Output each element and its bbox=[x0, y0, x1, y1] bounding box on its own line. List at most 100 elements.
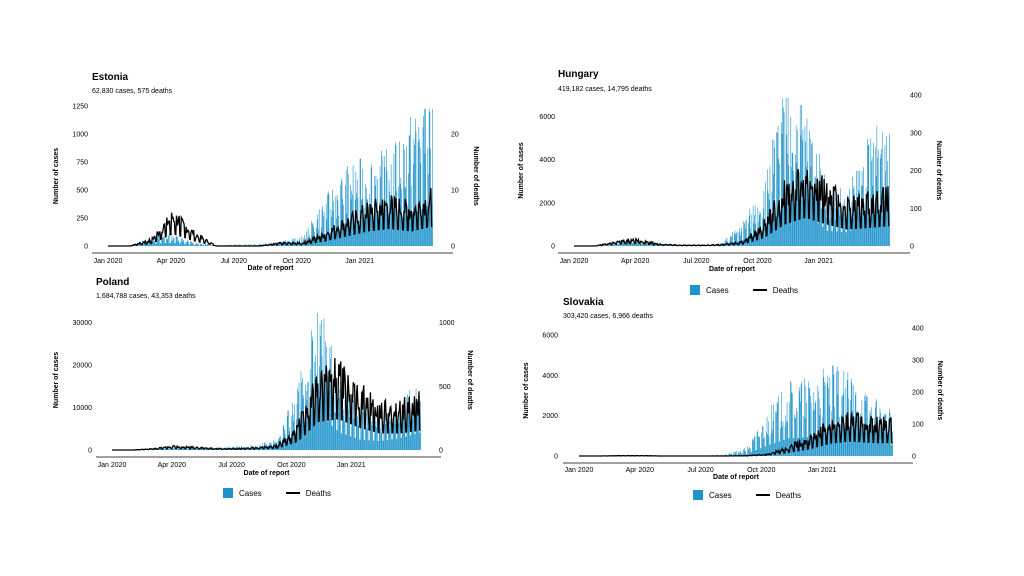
estonia-case-bar bbox=[246, 244, 247, 246]
poland-case-bar bbox=[386, 440, 388, 450]
slovakia-case-bar bbox=[800, 401, 801, 456]
hungary-case-bar bbox=[627, 243, 629, 246]
estonia-case-bar bbox=[142, 243, 144, 246]
slovakia-case-bar bbox=[756, 432, 758, 456]
poland-case-bar bbox=[165, 447, 166, 450]
estonia-case-bar bbox=[409, 135, 411, 246]
slovakia-case-bar bbox=[860, 425, 862, 456]
poland-case-bar bbox=[413, 415, 414, 450]
estonia-case-bar bbox=[336, 194, 338, 246]
poland-case-bar bbox=[354, 437, 356, 450]
hungary-case-bar bbox=[651, 243, 652, 246]
slovakia-case-bar bbox=[810, 396, 811, 456]
poland-case-bar bbox=[206, 448, 207, 450]
hungary-case-bar bbox=[810, 166, 812, 246]
hungary-case-bar bbox=[848, 196, 849, 246]
estonia-case-bar bbox=[413, 138, 415, 246]
legend-deaths-swatch bbox=[285, 492, 300, 494]
hungary-case-bar bbox=[812, 218, 814, 246]
slovakia-case-bar bbox=[879, 408, 881, 456]
poland-case-bar bbox=[323, 417, 324, 450]
hungary-case-bar bbox=[631, 240, 632, 246]
poland-case-bar bbox=[398, 423, 400, 450]
estonia-case-bar bbox=[152, 241, 153, 246]
slovakia-case-bar bbox=[726, 454, 728, 456]
slovakia-y-axis-label: Number of cases bbox=[523, 362, 530, 419]
slovakia-case-bar bbox=[886, 444, 888, 456]
poland-case-bar bbox=[353, 400, 354, 450]
estonia-case-bar bbox=[258, 244, 260, 246]
poland-case-bar bbox=[328, 402, 329, 450]
estonia-case-bar bbox=[368, 224, 369, 246]
slovakia-case-bar bbox=[752, 439, 753, 456]
poland-case-bar bbox=[242, 448, 244, 450]
estonia-case-bar bbox=[140, 244, 142, 246]
hungary-y-tick-label: 0 bbox=[551, 244, 555, 251]
slovakia-case-bar bbox=[876, 442, 878, 456]
poland-case-bar bbox=[419, 432, 421, 450]
hungary-case-bar bbox=[729, 236, 731, 246]
slovakia-case-bar bbox=[735, 452, 736, 456]
poland-case-bar bbox=[377, 440, 379, 450]
slovakia-case-bar bbox=[870, 414, 871, 456]
hungary-case-bar bbox=[822, 227, 824, 246]
legend-cases-label: Cases bbox=[706, 285, 729, 295]
hungary-case-bar bbox=[877, 149, 879, 246]
hungary-case-bar bbox=[634, 244, 636, 246]
slovakia-case-bar bbox=[745, 451, 746, 456]
hungary-case-bar bbox=[673, 245, 675, 246]
poland-case-bar bbox=[177, 448, 178, 450]
poland-case-bar bbox=[178, 448, 179, 450]
slovakia-case-bar bbox=[738, 451, 739, 456]
slovakia-case-bar bbox=[776, 403, 778, 456]
slovakia-case-bar bbox=[733, 452, 734, 456]
estonia-case-bar bbox=[179, 243, 181, 246]
poland-case-bar bbox=[382, 440, 383, 450]
hungary-case-bar bbox=[640, 240, 642, 246]
slovakia-case-bar bbox=[814, 402, 816, 456]
poland-case-bar bbox=[155, 449, 156, 450]
legend-slovakia: Cases Deaths bbox=[693, 490, 801, 500]
slovakia-y2-tick-label: 0 bbox=[912, 454, 916, 461]
hungary-case-bar bbox=[765, 228, 767, 246]
slovakia-x-tick-label: Apr 2020 bbox=[626, 467, 655, 474]
poland-case-bar bbox=[326, 346, 327, 450]
hungary-x-tick-label: Jan 2021 bbox=[804, 258, 833, 265]
slovakia-case-bar bbox=[782, 426, 783, 456]
slovakia-case-bar bbox=[739, 452, 740, 456]
poland-case-bar bbox=[165, 449, 167, 450]
hungary-case-bar bbox=[639, 244, 640, 246]
estonia-case-bar bbox=[347, 173, 349, 246]
estonia-case-bar bbox=[427, 148, 429, 246]
estonia-y-tick-label: 1250 bbox=[72, 104, 88, 111]
poland-case-bar bbox=[368, 440, 369, 450]
poland-case-bar bbox=[187, 448, 189, 450]
estonia-case-bar bbox=[360, 158, 362, 246]
estonia-case-bar bbox=[284, 243, 285, 246]
hungary-case-bar bbox=[627, 243, 628, 246]
slovakia-case-bar bbox=[734, 451, 736, 456]
poland-case-bar bbox=[405, 436, 406, 450]
slovakia-case-bar bbox=[809, 387, 811, 456]
hungary-case-bar bbox=[743, 221, 745, 246]
hungary-case-bar bbox=[740, 231, 742, 246]
hungary-case-bar bbox=[622, 242, 624, 246]
slovakia-case-bar bbox=[852, 410, 853, 456]
slovakia-case-bar bbox=[787, 421, 789, 456]
slovakia-case-bar bbox=[838, 416, 840, 456]
estonia-case-bar bbox=[204, 245, 205, 246]
slovakia-case-bar bbox=[884, 414, 886, 456]
estonia-case-bar bbox=[326, 218, 328, 246]
hungary-case-bar bbox=[654, 244, 656, 246]
estonia-case-bar bbox=[274, 243, 276, 246]
hungary-case-bar bbox=[732, 232, 733, 246]
estonia-case-bar bbox=[428, 108, 430, 246]
poland-y2-tick-label: 500 bbox=[439, 384, 451, 391]
poland-case-bar bbox=[330, 359, 331, 450]
slovakia-case-bar bbox=[808, 381, 809, 456]
estonia-case-bar bbox=[278, 242, 280, 246]
estonia-case-bar bbox=[143, 240, 144, 246]
estonia-case-bar bbox=[348, 226, 350, 246]
estonia-case-bar bbox=[154, 241, 155, 246]
estonia-case-bar bbox=[335, 196, 337, 246]
